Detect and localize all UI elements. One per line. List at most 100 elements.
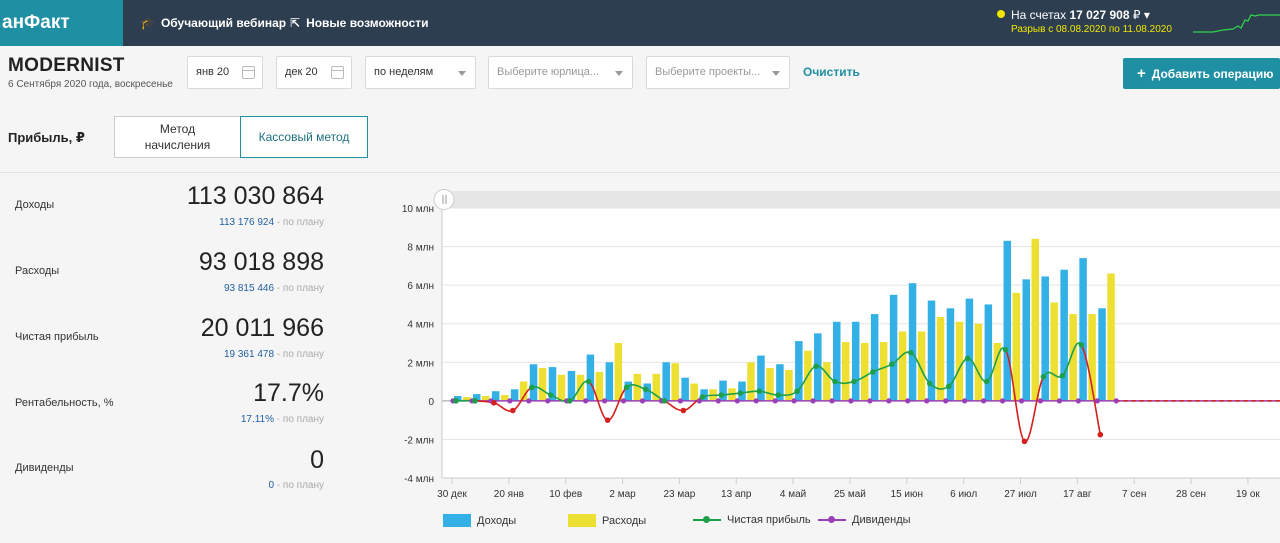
dividends-point <box>962 398 968 404</box>
metric-income-value: 113 030 864 <box>186 182 324 210</box>
expense-bar <box>1031 238 1039 401</box>
current-date: 6 Сентября 2020 года, воскресенье <box>8 79 173 90</box>
y-tick-label: -2 млн <box>404 435 434 446</box>
date-to-value: дек 20 <box>285 66 318 78</box>
expense-bar <box>1069 314 1077 401</box>
nav-webinar-link[interactable]: 🎓 Обучающий вебинар <box>140 0 286 46</box>
app-logo[interactable]: анФакт <box>0 0 123 46</box>
projects-select[interactable]: Выберите проекты... <box>646 56 790 89</box>
x-tick-label: 19 ок <box>1236 489 1260 500</box>
legend-dividends[interactable]: Дивиденды <box>818 514 911 526</box>
expense-bar <box>519 381 528 401</box>
metric-profitability-plan: 17.11% - по плану <box>241 414 324 425</box>
y-tick-label: 10 млн <box>402 204 434 215</box>
net-profit-point <box>889 361 895 368</box>
x-tick-label: 28 сен <box>1176 489 1206 500</box>
y-tick-label: 6 млн <box>407 281 434 292</box>
legend-net-profit[interactable]: Чистая прибыль <box>693 514 811 526</box>
net-profit-point <box>547 392 554 398</box>
tab-accrual-method[interactable]: Метод начисления <box>114 116 241 158</box>
net-profit-point <box>642 386 649 393</box>
net-profit-point <box>945 383 952 390</box>
net-profit-point <box>453 398 459 404</box>
account-balance[interactable]: На счетах 17 027 908 ₽ ▾ Разрыв с 08.08.… <box>997 8 1172 35</box>
expense-bar <box>917 331 926 401</box>
date-from-value: янв 20 <box>196 66 230 78</box>
income-bar <box>795 341 803 401</box>
net-profit-point <box>908 349 914 356</box>
top-bar: анФакт 🎓 Обучающий вебинар ⇱ Новые возмо… <box>0 0 1280 46</box>
net-profit-point <box>1040 373 1047 380</box>
metric-dividends-plan: 0 - по плану <box>268 480 324 491</box>
dividends-point <box>677 398 683 404</box>
legend-income-label: Доходы <box>477 514 517 527</box>
income-bar <box>719 380 727 401</box>
metric-expense-plan-suffix: - по плану <box>276 283 324 294</box>
dividends-point <box>1018 398 1025 404</box>
metric-net-profit-plan-value: 19 361 478 <box>223 349 275 360</box>
net-profit-point <box>472 398 478 404</box>
dividends-point <box>507 398 513 404</box>
period-select[interactable]: по неделям <box>365 56 476 89</box>
income-bar <box>681 377 689 401</box>
net-profit-point <box>851 378 857 385</box>
legend-net-profit-label: Чистая прибыль <box>727 514 811 526</box>
nav-features-link[interactable]: ⇱ Новые возможности <box>290 0 429 46</box>
dividends-point <box>943 398 949 404</box>
expense-bar <box>557 374 566 401</box>
metric-net-profit-label: Чистая прибыль <box>15 331 99 343</box>
metric-profitability-plan-value: 17.11% <box>240 414 275 425</box>
net-profit-point <box>510 407 516 414</box>
metric-income-plan-suffix: - по плану <box>276 217 324 228</box>
dividends-point <box>526 398 532 404</box>
x-tick-label: 6 июл <box>950 489 977 500</box>
zoom-slider-track <box>442 191 1280 208</box>
metric-net-profit-value: 20 011 966 <box>200 314 324 342</box>
nav-webinar-label: Обучающий вебинар <box>160 16 287 30</box>
legend-income[interactable]: Доходы <box>443 514 516 527</box>
clear-filters-link[interactable]: Очистить <box>803 65 860 79</box>
metric-profitability-label: Рентабельность, % <box>15 397 114 409</box>
date-from-field[interactable]: янв 20 <box>187 56 263 89</box>
net-profit-point <box>680 407 687 414</box>
income-bar <box>510 389 519 401</box>
date-to-field[interactable]: дек 20 <box>276 56 352 89</box>
tab-cash-method[interactable]: Кассовый метод <box>240 116 368 158</box>
metric-income-label: Доходы <box>15 199 55 211</box>
income-bar <box>776 364 784 401</box>
chevron-down-icon[interactable]: ▾ <box>1143 8 1150 22</box>
net-profit-line-segment <box>1080 344 1102 435</box>
nav-features-label: Новые возможности <box>306 16 429 30</box>
income-bar <box>643 383 651 401</box>
dividends-point <box>999 398 1006 404</box>
dividends-point <box>772 398 778 404</box>
expense-bar <box>690 383 698 401</box>
legend-expense[interactable]: Расходы <box>568 514 646 527</box>
expense-bar <box>879 342 888 401</box>
net-profit-line-segment <box>1004 349 1026 443</box>
legal-entity-select[interactable]: Выберите юрлица... <box>488 56 633 89</box>
dividends-point <box>886 398 892 404</box>
dividends-point <box>545 398 551 404</box>
expense-bar <box>955 321 964 401</box>
income-bar <box>851 321 860 401</box>
expense-bar <box>1107 273 1115 401</box>
add-operation-button[interactable]: + Добавить операцию <box>1123 58 1280 89</box>
expense-bar <box>860 343 869 401</box>
net-profit-point <box>926 380 933 387</box>
dividends-point <box>905 398 911 404</box>
zoom-slider-handle[interactable] <box>433 189 455 210</box>
net-profit-point <box>983 378 990 385</box>
balance-amount: 17 027 908 <box>1069 8 1130 22</box>
balance-sparkline <box>1193 14 1280 33</box>
net-profit-point <box>1002 346 1009 353</box>
net-profit-point <box>964 355 971 362</box>
expense-bar <box>500 395 509 401</box>
income-bar <box>624 381 633 401</box>
balance-label: На счетах <box>1011 8 1067 22</box>
plus-icon: + <box>1137 65 1146 82</box>
calendar-icon <box>242 66 255 79</box>
expense-bar <box>766 368 774 401</box>
dividends-point <box>1037 398 1044 404</box>
legend-expense-swatch <box>568 514 596 527</box>
